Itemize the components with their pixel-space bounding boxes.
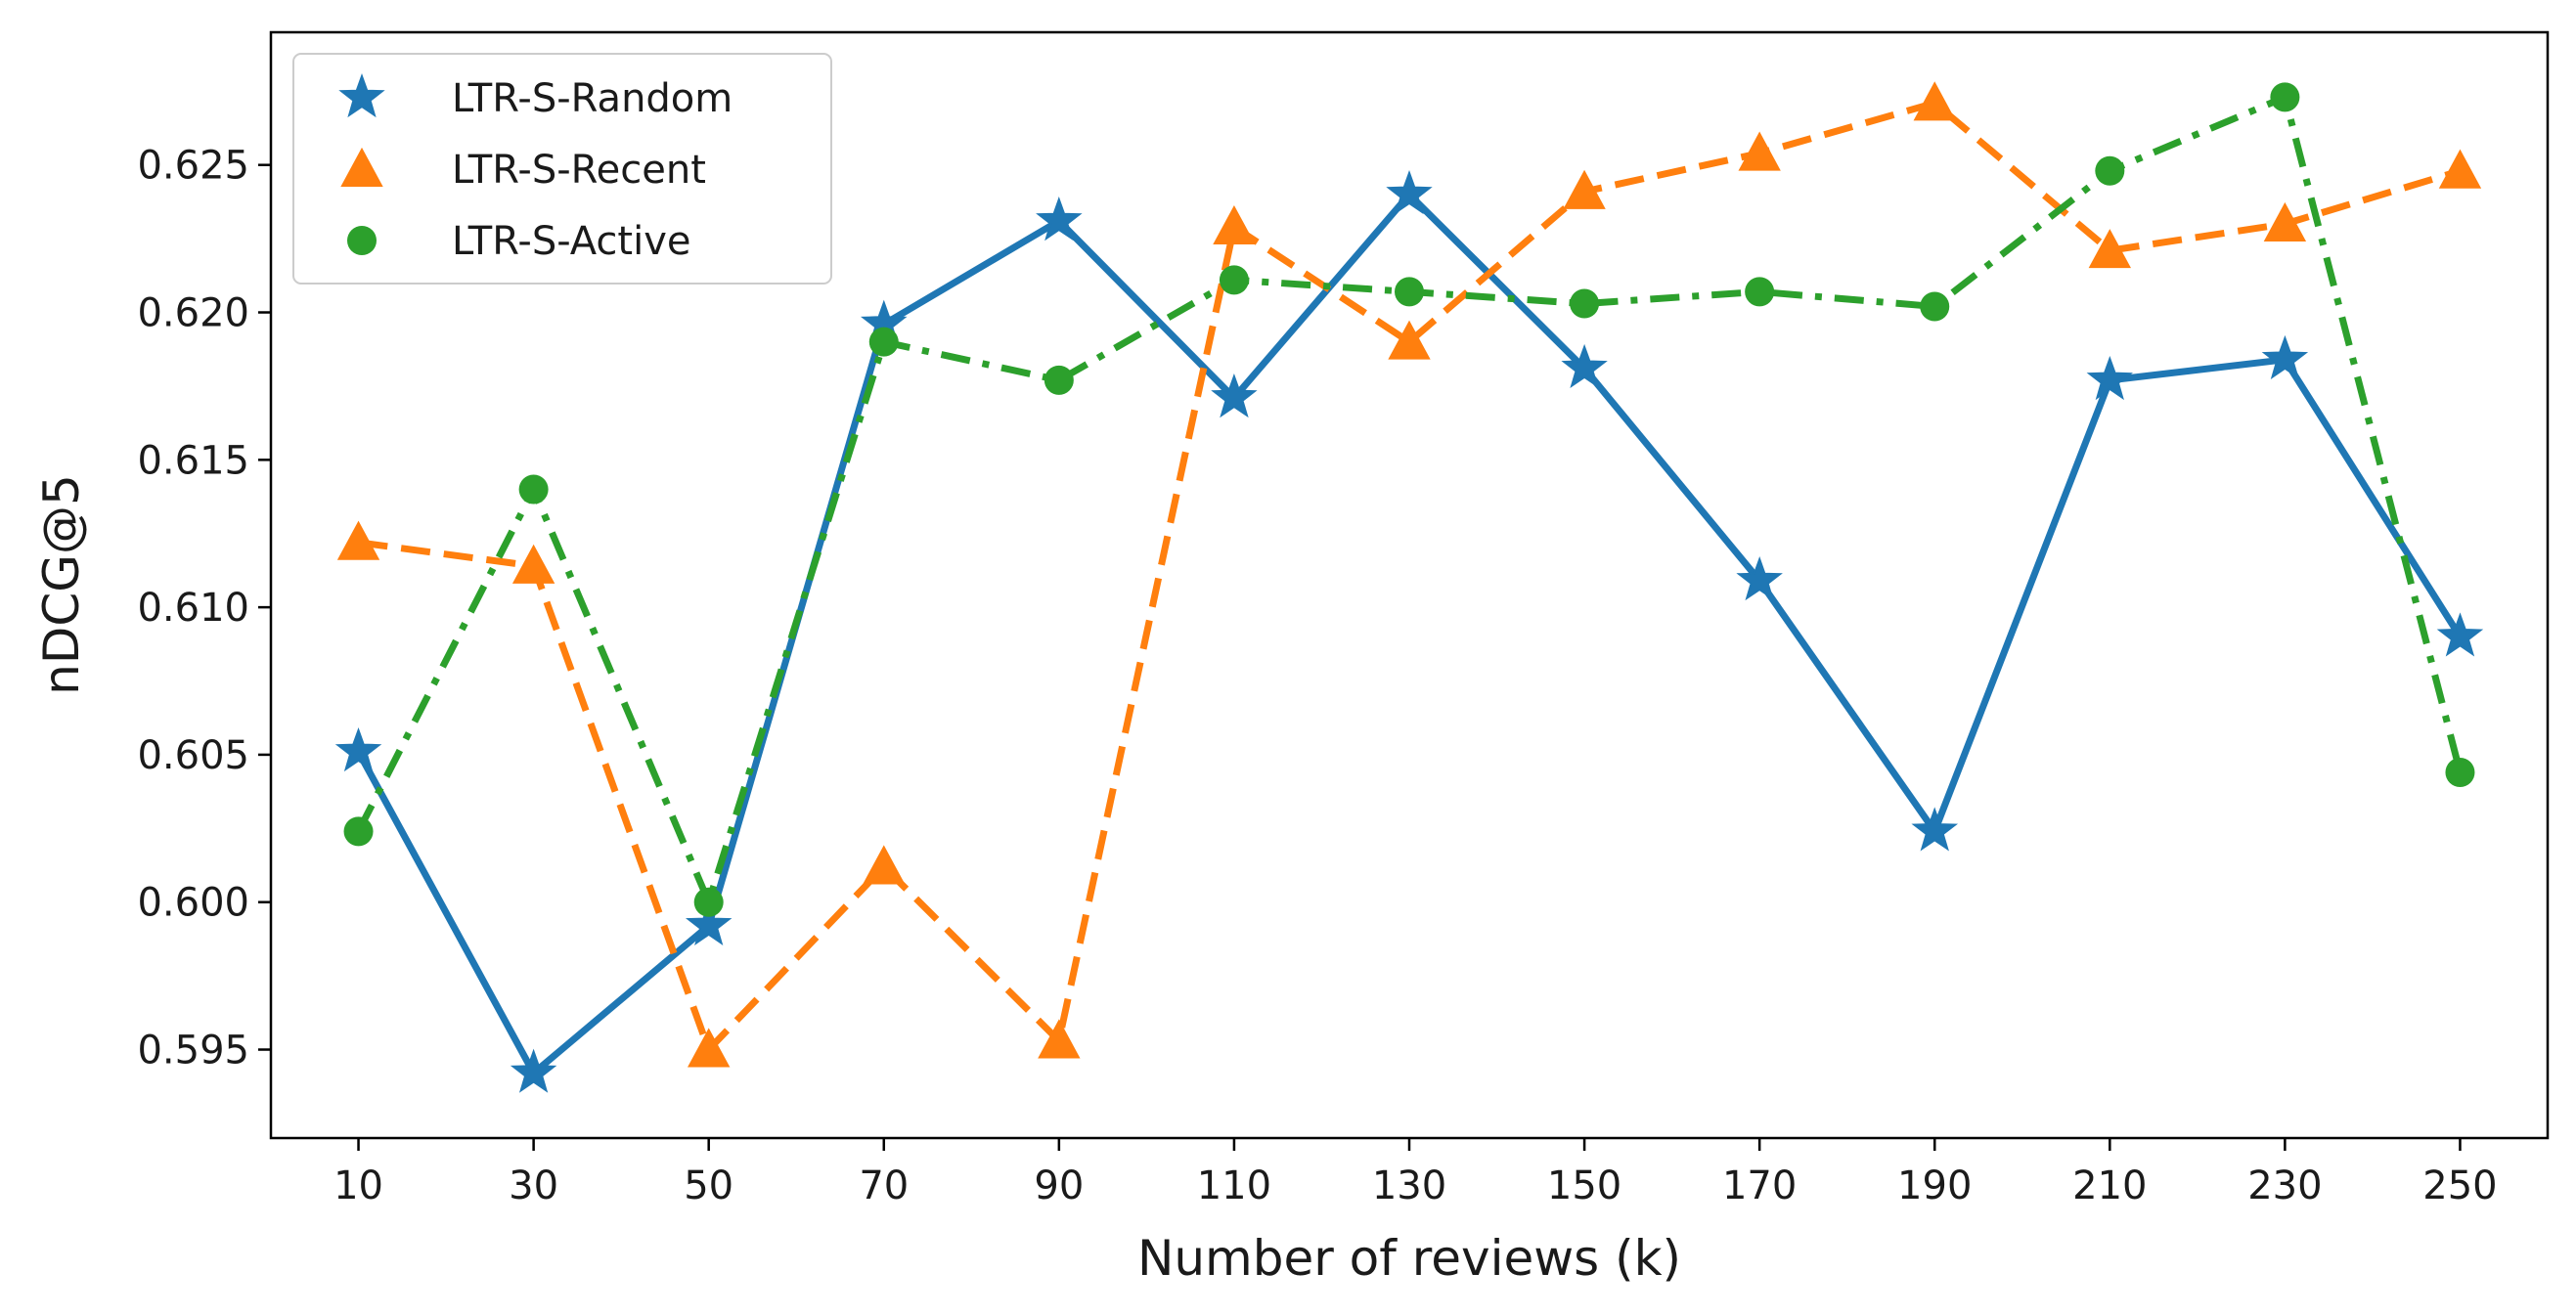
data-point-ltr-s-active bbox=[2445, 758, 2475, 788]
legend-marker-ltr-s-random bbox=[338, 73, 385, 118]
legend-label-ltr-s-active: LTR-S-Active bbox=[452, 219, 691, 264]
data-point-ltr-s-recent bbox=[1038, 1019, 1081, 1059]
y-tick-label: 0.625 bbox=[137, 144, 249, 189]
data-point-ltr-s-active bbox=[1745, 277, 1775, 307]
data-point-ltr-s-random bbox=[1561, 343, 1608, 389]
data-point-ltr-s-recent bbox=[1388, 320, 1431, 360]
x-tick-label: 30 bbox=[509, 1163, 558, 1208]
y-tick-label: 0.620 bbox=[137, 291, 249, 336]
data-point-ltr-s-active bbox=[2270, 82, 2300, 112]
data-point-ltr-s-random bbox=[334, 726, 382, 772]
data-point-ltr-s-random bbox=[2436, 612, 2484, 657]
legend-marker-ltr-s-recent bbox=[340, 147, 383, 187]
x-tick-label: 70 bbox=[859, 1163, 909, 1208]
data-point-ltr-s-random bbox=[2086, 355, 2133, 401]
data-point-ltr-s-active bbox=[343, 816, 374, 847]
data-point-ltr-s-active bbox=[1920, 291, 1950, 322]
y-tick-label: 0.600 bbox=[137, 881, 249, 926]
data-point-ltr-s-recent bbox=[688, 1028, 731, 1068]
data-point-ltr-s-random bbox=[1911, 807, 1959, 852]
data-point-ltr-s-recent bbox=[863, 845, 906, 885]
data-point-ltr-s-active bbox=[2095, 155, 2125, 186]
x-tick-label: 50 bbox=[684, 1163, 733, 1208]
data-point-ltr-s-recent bbox=[1913, 81, 1956, 121]
y-tick-label: 0.610 bbox=[137, 586, 249, 631]
x-tick-label: 110 bbox=[1197, 1163, 1271, 1208]
data-point-ltr-s-random bbox=[1386, 169, 1433, 215]
x-tick-label: 170 bbox=[1722, 1163, 1797, 1208]
legend-label-ltr-s-recent: LTR-S-Recent bbox=[452, 148, 706, 193]
data-point-ltr-s-active bbox=[518, 474, 549, 504]
data-point-ltr-s-random bbox=[2261, 334, 2309, 380]
legend-marker-ltr-s-active bbox=[347, 226, 377, 255]
data-point-ltr-s-recent bbox=[1563, 169, 1606, 209]
data-point-ltr-s-active bbox=[1570, 288, 1600, 319]
series-ltr-s-active bbox=[343, 82, 2475, 917]
legend: LTR-S-Random LTR-S-Recent LTR-S-Active bbox=[292, 53, 832, 285]
x-tick-label: 10 bbox=[333, 1163, 383, 1208]
y-tick-label: 0.595 bbox=[137, 1029, 249, 1074]
data-point-ltr-s-random bbox=[1736, 556, 1783, 601]
data-point-ltr-s-active bbox=[1395, 277, 1424, 307]
data-point-ltr-s-active bbox=[1044, 365, 1074, 395]
tick-layer: 10 30 50 70 90 110 130 150 170 190 210 230 250 0.595 0… bbox=[137, 144, 2497, 1208]
series-layer bbox=[334, 81, 2484, 1093]
y-tick-label: 0.605 bbox=[137, 733, 249, 778]
x-tick-label: 90 bbox=[1034, 1163, 1084, 1208]
x-tick-label: 150 bbox=[1547, 1163, 1621, 1208]
legend-items: LTR-S-Random LTR-S-Recent LTR-S-Active bbox=[338, 73, 733, 264]
data-point-ltr-s-random bbox=[510, 1048, 557, 1093]
data-point-ltr-s-recent bbox=[1738, 131, 1781, 171]
data-point-ltr-s-recent bbox=[2088, 229, 2131, 269]
series-ltr-s-random bbox=[334, 169, 2484, 1093]
data-point-ltr-s-recent bbox=[336, 520, 380, 560]
y-axis-label: nDCG@5 bbox=[33, 474, 90, 695]
legend-label-ltr-s-random: LTR-S-Random bbox=[452, 76, 733, 121]
data-point-ltr-s-recent bbox=[1213, 204, 1256, 245]
x-tick-label: 230 bbox=[2247, 1163, 2322, 1208]
x-tick-label: 130 bbox=[1372, 1163, 1446, 1208]
data-point-ltr-s-active bbox=[693, 887, 724, 917]
x-tick-label: 210 bbox=[2072, 1163, 2147, 1208]
data-point-ltr-s-recent bbox=[511, 544, 555, 584]
data-point-ltr-s-recent bbox=[2263, 201, 2307, 242]
x-tick-label: 190 bbox=[1897, 1163, 1972, 1208]
data-point-ltr-s-active bbox=[1219, 265, 1249, 295]
x-axis-label: Number of reviews (k) bbox=[1137, 1230, 1681, 1287]
data-point-ltr-s-recent bbox=[2438, 149, 2482, 189]
data-point-ltr-s-random bbox=[685, 900, 733, 945]
data-point-ltr-s-random bbox=[1211, 373, 1258, 418]
plot-frame bbox=[269, 30, 2550, 1140]
data-point-ltr-s-active bbox=[868, 327, 899, 357]
data-point-ltr-s-random bbox=[1036, 197, 1083, 241]
series-ltr-s-recent bbox=[336, 81, 2482, 1068]
x-tick-label: 250 bbox=[2422, 1163, 2497, 1208]
y-tick-label: 0.615 bbox=[137, 438, 249, 483]
legend-frame bbox=[292, 53, 832, 285]
